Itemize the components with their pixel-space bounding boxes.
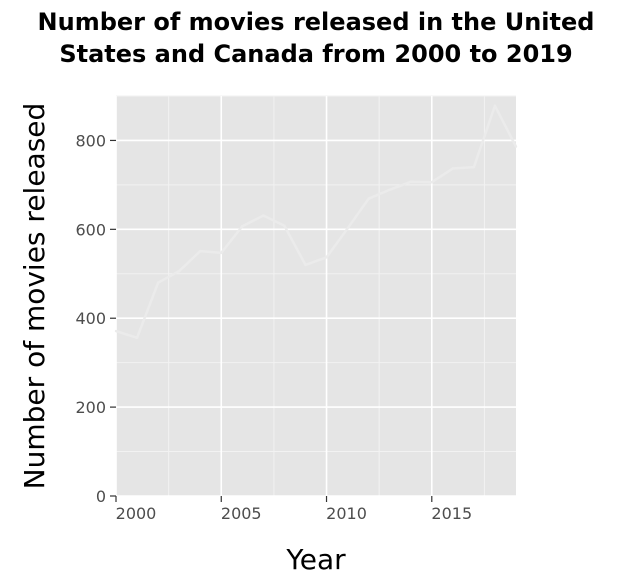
data-point xyxy=(304,263,307,267)
data-point xyxy=(283,224,286,227)
data-point xyxy=(409,180,412,183)
data-point xyxy=(493,104,497,107)
data-point xyxy=(220,251,223,255)
axis-ticks xyxy=(110,139,433,502)
x-tick-label: 2000 xyxy=(116,504,157,523)
data-point xyxy=(135,336,139,339)
major-gridlines xyxy=(115,96,516,497)
x-axis-title: Year xyxy=(285,543,346,576)
data-point xyxy=(388,188,391,191)
tick-labels: 0 200 400 600 800 2000 2005 2010 2015 xyxy=(75,131,472,523)
minor-gridlines xyxy=(116,95,516,496)
data-point xyxy=(262,214,265,217)
series-line-0 xyxy=(115,104,518,340)
data-point xyxy=(114,329,118,333)
data-point xyxy=(367,197,370,200)
x-tick-label: 2015 xyxy=(431,504,472,523)
y-tick-label: 400 xyxy=(75,309,106,328)
data-point xyxy=(156,281,160,284)
y-tick-label: 0 xyxy=(96,487,106,506)
y-axis-title: Number of movies released xyxy=(18,103,51,490)
y-tick-label: 600 xyxy=(75,220,106,239)
data-point xyxy=(346,227,349,230)
series-layer xyxy=(114,104,518,340)
data-point xyxy=(241,225,244,228)
x-tick-label: 2005 xyxy=(221,504,262,523)
chart-title-line-2: States and Canada from 2000 to 2019 xyxy=(59,40,572,68)
y-tick-label: 800 xyxy=(75,131,106,150)
data-point xyxy=(514,145,518,148)
plot-panel xyxy=(116,96,516,496)
y-tick-label: 200 xyxy=(75,398,106,417)
data-point xyxy=(177,269,181,273)
data-point xyxy=(430,181,433,184)
data-point xyxy=(325,256,328,259)
chart-title-line-1: Number of movies released in the United xyxy=(38,8,595,36)
data-point xyxy=(199,249,202,253)
data-point xyxy=(472,165,476,169)
data-point xyxy=(451,167,455,170)
x-tick-label: 2010 xyxy=(326,504,367,523)
